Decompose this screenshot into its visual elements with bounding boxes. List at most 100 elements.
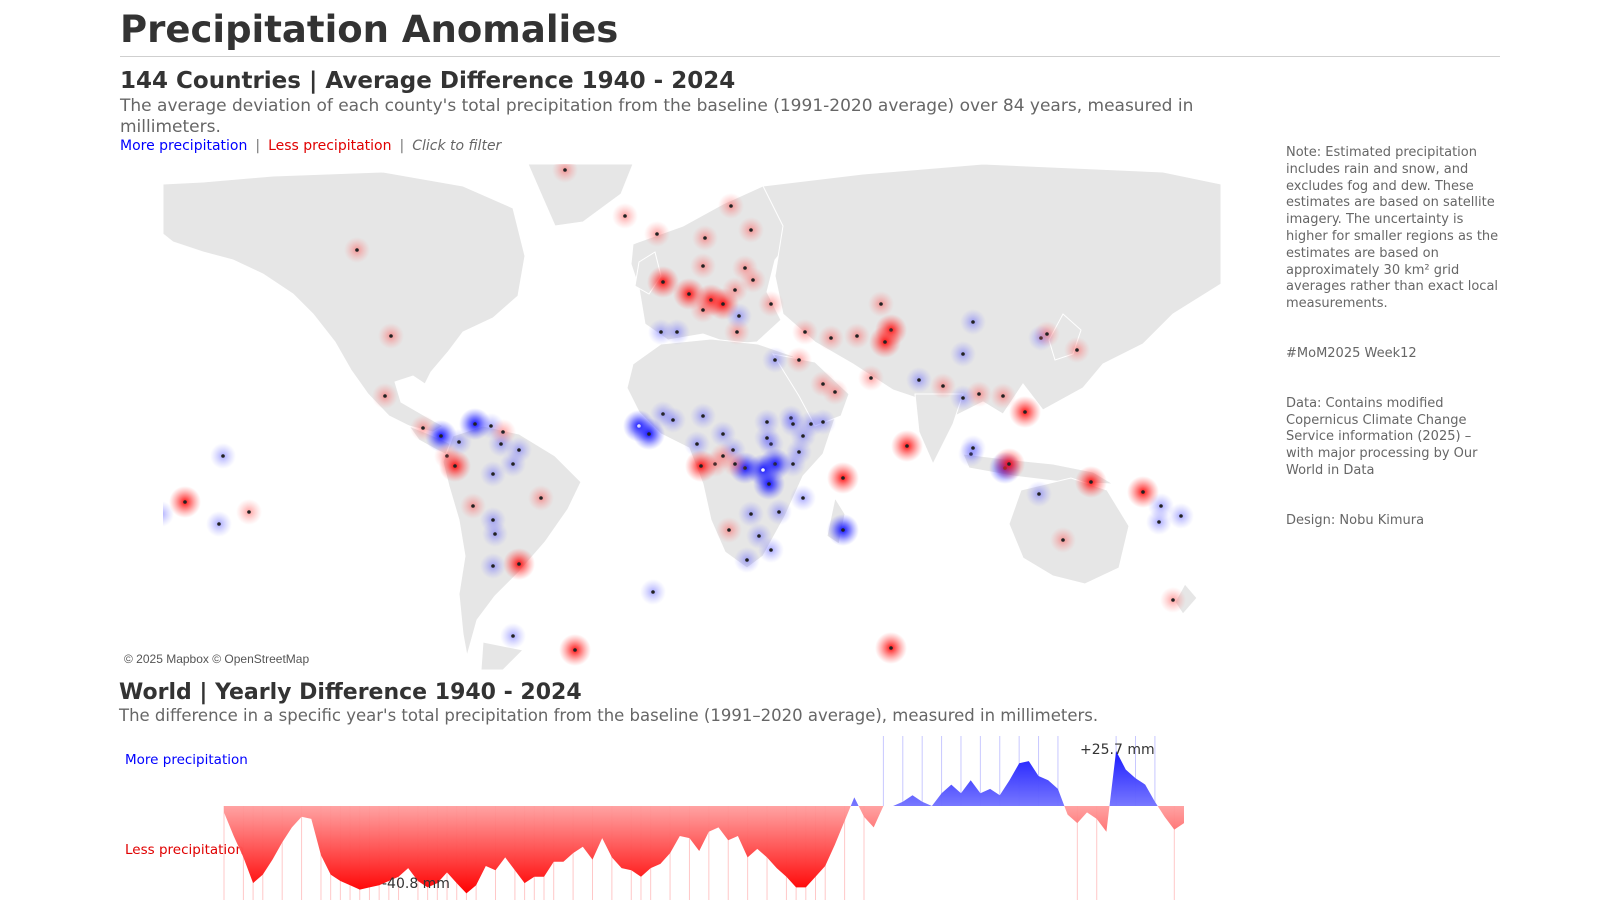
anomaly-marker[interactable] — [552, 164, 578, 183]
land-arabia — [771, 353, 850, 427]
country-dot — [1179, 514, 1183, 518]
country-dot — [695, 442, 699, 446]
country-dot — [777, 510, 781, 514]
country-dot — [699, 464, 703, 468]
precipitation-note: Note: Estimated precipitation includes r… — [1286, 145, 1499, 312]
country-dot — [769, 548, 773, 552]
yearly-difference-chart[interactable] — [220, 736, 1220, 900]
country-dot — [883, 340, 887, 344]
country-dot — [439, 434, 443, 438]
world-map[interactable] — [163, 164, 1221, 670]
world-heading: World | Yearly Difference 1940 - 2024 — [119, 680, 582, 705]
country-dot — [797, 358, 801, 362]
country-dot — [421, 426, 425, 430]
country-dot — [879, 302, 883, 306]
country-dot — [743, 266, 747, 270]
filter-separator: | — [399, 138, 405, 154]
country-dot — [767, 482, 771, 486]
country-dot — [675, 330, 679, 334]
country-dot — [869, 376, 873, 380]
country-dot — [355, 248, 359, 252]
country-dot — [765, 420, 769, 424]
country-dot — [733, 462, 737, 466]
page-title: Precipitation Anomalies — [120, 8, 619, 51]
side-notes: Note: Estimated precipitation includes r… — [1286, 145, 1501, 563]
yearly-difference-canvas[interactable] — [220, 736, 1220, 900]
country-dot — [493, 532, 497, 536]
country-dot — [563, 168, 567, 172]
country-dot — [573, 648, 577, 652]
anomaly-marker[interactable] — [163, 501, 174, 527]
country-dot — [473, 422, 477, 426]
country-dot — [671, 418, 675, 422]
country-dot — [499, 442, 503, 446]
country-dot — [841, 476, 845, 480]
more-precipitation-label: More precipitation — [125, 752, 248, 769]
country-dot — [905, 444, 909, 448]
min-value-label: -40.8 mm — [382, 876, 450, 892]
country-dot — [1141, 490, 1145, 494]
country-dot — [1157, 520, 1161, 524]
country-dot — [745, 558, 749, 562]
country-dot — [801, 434, 805, 438]
country-dot — [491, 472, 495, 476]
country-dot — [977, 392, 981, 396]
country-dot — [829, 336, 833, 340]
country-dot — [735, 330, 739, 334]
country-dot — [389, 334, 393, 338]
country-dot — [511, 634, 515, 638]
country-dot — [661, 280, 665, 284]
country-dot — [1045, 332, 1049, 336]
country-dot — [659, 330, 663, 334]
country-dot — [1159, 504, 1163, 508]
country-dot — [687, 292, 691, 296]
country-dot — [623, 214, 627, 218]
country-dot — [221, 454, 225, 458]
filter-less-precipitation[interactable]: Less precipitation — [268, 138, 392, 154]
data-source: Data: Contains modified Copernicus Clima… — [1286, 395, 1478, 478]
filter-more-precipitation[interactable]: More precipitation — [120, 138, 248, 154]
country-dot — [733, 288, 737, 292]
country-dot — [729, 204, 733, 208]
country-dot — [1171, 598, 1175, 602]
country-dot — [1075, 348, 1079, 352]
country-dot — [773, 358, 777, 362]
world-map-canvas[interactable] — [163, 164, 1221, 670]
less-precipitation-text: Less precipitation — [125, 842, 244, 858]
country-dot — [889, 646, 893, 650]
country-dot — [1089, 480, 1093, 484]
country-dot — [821, 420, 825, 424]
country-dot — [647, 432, 651, 436]
title-divider — [120, 56, 1500, 57]
country-dot — [701, 308, 705, 312]
country-dot — [491, 564, 495, 568]
country-dot — [971, 320, 975, 324]
country-dot — [961, 396, 965, 400]
anomaly-markers — [163, 164, 1194, 666]
country-dot — [821, 382, 825, 386]
country-dot — [769, 302, 773, 306]
country-dot — [961, 352, 965, 356]
country-dot — [1023, 410, 1027, 414]
country-dot — [1061, 538, 1065, 542]
country-dot — [917, 378, 921, 382]
map-description: The average deviation of each county's t… — [120, 96, 1194, 137]
country-dot — [655, 232, 659, 236]
less-precipitation-label: Less precipitation — [125, 842, 244, 859]
country-dot — [651, 590, 655, 594]
negative-area — [224, 806, 1184, 894]
land-south-america — [442, 425, 582, 657]
filter-separator: | — [255, 138, 261, 154]
map-credit: © 2025 Mapbox © OpenStreetMap — [124, 652, 310, 666]
country-dot — [471, 504, 475, 508]
country-dot — [757, 534, 761, 538]
country-dot — [183, 500, 187, 504]
country-dot — [721, 432, 725, 436]
country-dot — [765, 436, 769, 440]
country-dot — [247, 510, 251, 514]
country-dot — [703, 236, 707, 240]
max-value-label: +25.7 mm — [1080, 742, 1155, 758]
country-dot — [721, 454, 725, 458]
country-dot — [749, 512, 753, 516]
country-dot — [539, 496, 543, 500]
